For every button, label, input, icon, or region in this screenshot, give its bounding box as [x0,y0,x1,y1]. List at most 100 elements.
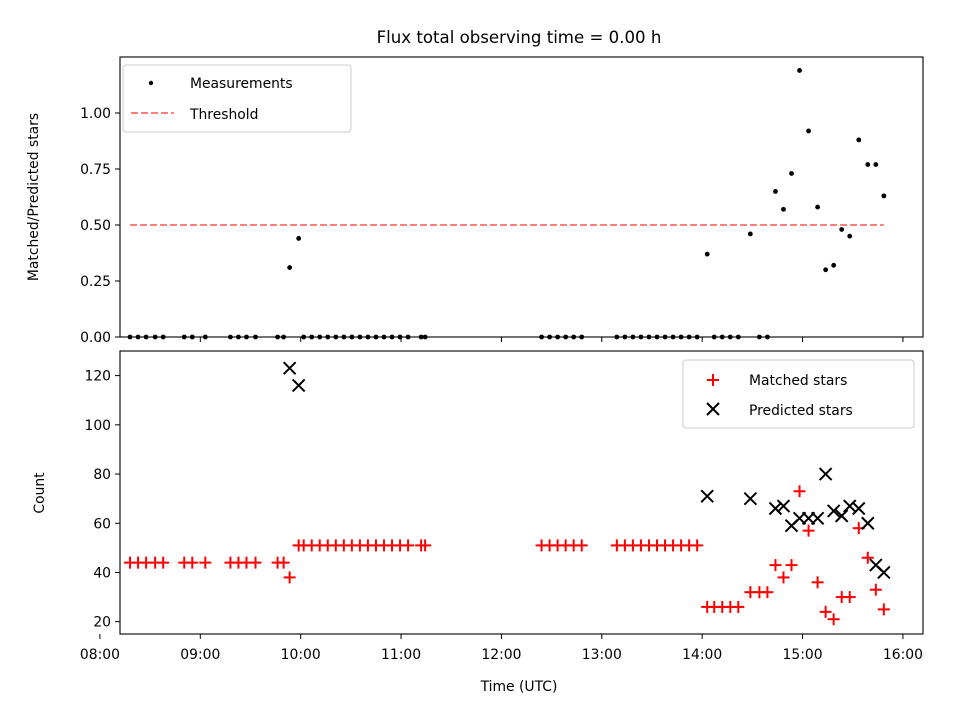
bottom-legend-frame [682,359,915,429]
measurement-point [839,227,845,232]
measurement-point [856,137,862,143]
matched-star-point [877,603,890,616]
y-tick-label: 80 [93,467,111,483]
predicted-star-point [776,499,791,513]
y-tick-label: 60 [93,516,111,532]
predicted-star-point [834,509,849,523]
y-tick-label: 0.00 [80,330,111,346]
predicted-star-point [818,467,833,481]
predicted-star-point [743,491,758,506]
y-tick-label: 120 [84,369,111,385]
legend-predicted-marker [706,402,720,416]
matched-star-point [769,559,782,572]
matched-star-point [869,583,882,596]
x-axis-label: Time (UTC) [480,679,558,695]
bottom-panel-frame [119,350,924,635]
y-tick-label: 100 [84,418,111,434]
matched-star-point [402,539,415,552]
measurement-point [847,233,853,239]
bottom-panel-marks [124,361,891,626]
y-tick-label: 0.75 [80,162,111,178]
x-tick-label: 10:00 [281,647,321,663]
top-panel-marks [127,68,887,340]
measurement-point [815,204,821,210]
legend-measurements-label: Measurements [190,76,293,92]
matched-star-point [186,556,199,569]
measurement-point [296,236,302,241]
predicted-star-point [700,489,714,503]
matched-star-point [785,559,798,572]
predicted-star-point [877,565,891,580]
measurement-point [865,162,871,167]
predicted-star-point [852,501,866,516]
matched-star-point [819,605,832,618]
top-panel: 0.00 0.25 0.50 0.75 1.00 Matched/Predicted s… [26,56,924,346]
predicted-star-point [291,378,306,393]
top-panel-ticks: 0.00 0.25 0.50 0.75 1.00 [80,106,904,346]
matched-star-point [732,600,745,613]
top-y-axis-label: Matched/Predicted stars [26,113,42,281]
legend-predicted-label: Predicted stars [749,403,853,419]
bottom-legend: Matched stars Predicted stars [682,359,915,429]
bottom-y-axis-label: Count [32,472,48,514]
measurement-point [823,267,829,273]
measurement-point [781,206,786,212]
predicted-star-point [768,501,783,516]
predicted-star-point [826,504,841,518]
matched-star-point [283,571,296,584]
legend-measurements-marker [148,80,154,86]
matched-star-point [277,556,290,569]
x-tick-label: 08:00 [80,647,120,663]
x-tick-label: 11:00 [381,647,421,663]
measurement-point [797,68,802,73]
top-legend: Measurements Threshold [122,64,352,133]
matched-star-point [777,571,790,584]
measurement-point [831,262,837,268]
matched-star-point [811,576,824,589]
matched-star-point [575,539,588,552]
bottom-panel: 08:00 09:00 10:00 11:00 12:00 13:00 14:00 15:00… [32,350,924,695]
y-tick-label: 40 [93,565,111,581]
x-tick-label: 14:00 [682,647,722,663]
predicted-star-point [861,516,875,530]
predicted-star-point [843,499,857,513]
matched-star-point [761,586,774,599]
x-tick-label: 13:00 [582,647,622,663]
measurement-point [789,171,794,176]
measurement-point [806,128,811,134]
matched-star-point [861,551,874,564]
measurement-point [881,193,887,199]
legend-threshold-label: Threshold [189,107,258,123]
legend-matched-label: Matched stars [749,373,847,389]
chart-title: Flux total observing time = 0.00 h [377,28,662,47]
top-panel-frame [119,56,924,338]
matched-star-point [793,485,806,498]
bottom-panel-ticks: 08:00 09:00 10:00 11:00 12:00 13:00 14:00 15:00… [80,369,923,663]
matched-star-point [199,556,212,569]
matched-star-point [843,591,856,604]
y-tick-label: 1.00 [80,106,111,122]
x-tick-label: 09:00 [180,647,220,663]
x-tick-label: 16:00 [883,647,923,663]
matched-star-point [157,556,170,569]
y-tick-label: 20 [93,615,111,631]
matched-star-point [802,524,815,537]
y-tick-label: 0.50 [80,218,111,234]
measurement-point [873,162,879,167]
measurement-point [747,231,753,237]
measurement-point [287,265,293,270]
x-tick-label: 12:00 [481,647,521,663]
matched-star-point [691,539,704,552]
matched-star-point [827,613,840,626]
matched-star-point [419,539,432,552]
matched-star-point [249,556,262,569]
predicted-star-point [282,361,297,375]
measurement-point [773,189,778,194]
measurement-point [704,251,710,257]
legend-matched-marker [707,374,719,386]
predicted-star-point [810,511,825,526]
y-tick-label: 0.25 [80,274,111,290]
top-legend-frame [122,64,352,133]
x-tick-label: 15:00 [783,647,823,663]
